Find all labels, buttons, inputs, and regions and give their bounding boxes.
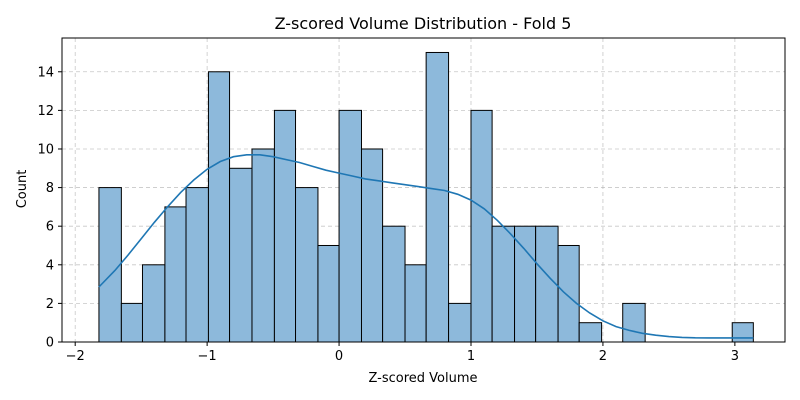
histogram-bar	[448, 302, 472, 343]
y-tick-label: 12	[37, 104, 54, 119]
histogram-bar	[404, 264, 427, 343]
histogram-bar	[164, 206, 187, 343]
kde-curve	[98, 154, 754, 339]
histogram-bar	[535, 225, 559, 343]
y-axis-label: Count	[15, 170, 30, 209]
histogram-bar	[622, 302, 646, 343]
histogram-bar	[185, 187, 209, 343]
histogram-bar	[273, 109, 297, 343]
histogram-bar	[295, 187, 319, 343]
histogram-bar	[98, 187, 122, 343]
histogram-bar	[731, 322, 754, 343]
x-tick-label: 2	[599, 349, 607, 364]
x-tick-label: −1	[198, 349, 217, 364]
histogram-bar	[382, 225, 406, 343]
x-axis-label: Z-scored Volume	[368, 371, 477, 386]
y-tick-label: 8	[46, 181, 54, 196]
histogram-bar	[251, 148, 275, 343]
x-axis-ticks: −2 −1 0 1 2 3	[66, 342, 739, 364]
histogram-bar	[317, 244, 340, 343]
y-axis-ticks: 0 2 4 6 8 10 12 14	[37, 65, 62, 351]
y-tick-label: 10	[37, 142, 54, 157]
y-tick-label: 14	[37, 65, 54, 80]
x-tick-label: 3	[731, 349, 739, 364]
y-tick-label: 6	[46, 220, 54, 235]
y-tick-label: 4	[46, 258, 54, 273]
histogram-bar	[425, 51, 450, 343]
y-tick-label: 2	[46, 297, 54, 312]
plot-frame	[61, 37, 786, 343]
x-tick-label: 1	[467, 349, 475, 364]
histogram-bar	[338, 109, 362, 343]
histogram-bar	[557, 244, 580, 343]
chart-title: Z-scored Volume Distribution - Fold 5	[275, 14, 572, 33]
histogram-bar	[207, 71, 231, 343]
x-tick-label: −2	[66, 349, 85, 364]
y-tick-label: 0	[46, 336, 54, 351]
histogram-bars	[98, 51, 754, 343]
x-tick-label: 0	[335, 349, 343, 364]
histogram-bar	[470, 109, 493, 343]
histogram-bar	[578, 322, 603, 343]
histogram-bar	[120, 302, 143, 343]
histogram-bar	[141, 264, 166, 343]
histogram-bar	[514, 225, 537, 343]
histogram-bar	[229, 167, 253, 343]
histogram-bar	[491, 225, 516, 343]
